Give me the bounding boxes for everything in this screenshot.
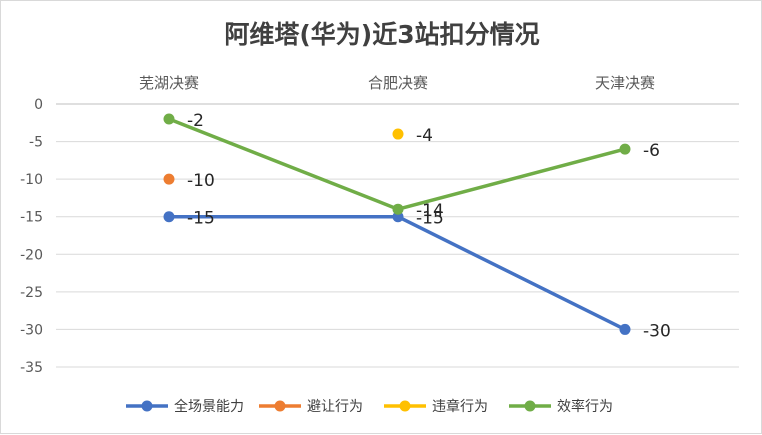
chart-title: 阿维塔(华为)近3站扣分情况 — [224, 20, 539, 49]
data-point — [392, 128, 404, 140]
gridlines — [56, 103, 739, 368]
y-tick-label: -30 — [20, 322, 43, 338]
y-tick-label: 0 — [34, 97, 43, 113]
x-category-label: 天津决赛 — [595, 74, 655, 92]
y-tick-label: -25 — [20, 285, 43, 301]
data-label: -2 — [187, 111, 204, 131]
data-label: -15 — [416, 209, 444, 229]
data-label: -14 — [416, 201, 444, 221]
data-point — [392, 203, 404, 215]
data-point — [163, 113, 175, 125]
y-tick-label: -10 — [20, 172, 43, 188]
legend-label: 避让行为 — [307, 399, 363, 415]
legend: 全场景能力 避让行为 违章行为 效率行为 — [126, 398, 613, 415]
legend-label: 效率行为 — [557, 398, 613, 415]
y-tick-label: -20 — [20, 247, 43, 263]
legend-marker — [141, 400, 153, 412]
data-label: -30 — [643, 321, 671, 341]
series-1 — [163, 173, 175, 185]
data-label: -10 — [187, 171, 215, 191]
legend-item: 避让行为 — [259, 399, 363, 415]
x-category-label: 合肥决赛 — [368, 74, 428, 92]
legend-marker — [524, 400, 536, 412]
series-lines — [163, 113, 631, 335]
data-point — [619, 143, 631, 155]
y-tick-label: -5 — [29, 135, 43, 151]
legend-label: 违章行为 — [432, 398, 488, 415]
x-axis-categories: 芜湖决赛 合肥决赛 天津决赛 — [139, 74, 655, 92]
legend-item: 全场景能力 — [126, 398, 244, 415]
data-label: -6 — [643, 141, 660, 161]
y-tick-label: -35 — [20, 360, 43, 376]
series-2 — [392, 128, 404, 140]
legend-marker — [399, 400, 411, 412]
series-3 — [163, 113, 631, 215]
legend-item: 违章行为 — [384, 398, 488, 415]
y-tick-label: -15 — [20, 210, 43, 226]
data-point — [163, 173, 175, 185]
data-point — [392, 211, 404, 223]
legend-marker — [274, 400, 286, 412]
x-category-label: 芜湖决赛 — [139, 74, 199, 92]
data-label: -15 — [187, 209, 215, 229]
series-line — [169, 214, 626, 331]
data-point — [619, 323, 631, 335]
legend-label: 全场景能力 — [174, 398, 244, 415]
data-label: -4 — [416, 126, 433, 146]
y-axis-ticks: 0 -5 -10 -15 -20 -25 -30 -35 — [20, 97, 43, 376]
data-labels: -15 -15 -30 -10 -4 -2 -14 -6 — [187, 111, 671, 341]
data-point — [163, 211, 175, 223]
series-0 — [163, 211, 631, 335]
legend-item: 效率行为 — [509, 398, 613, 415]
